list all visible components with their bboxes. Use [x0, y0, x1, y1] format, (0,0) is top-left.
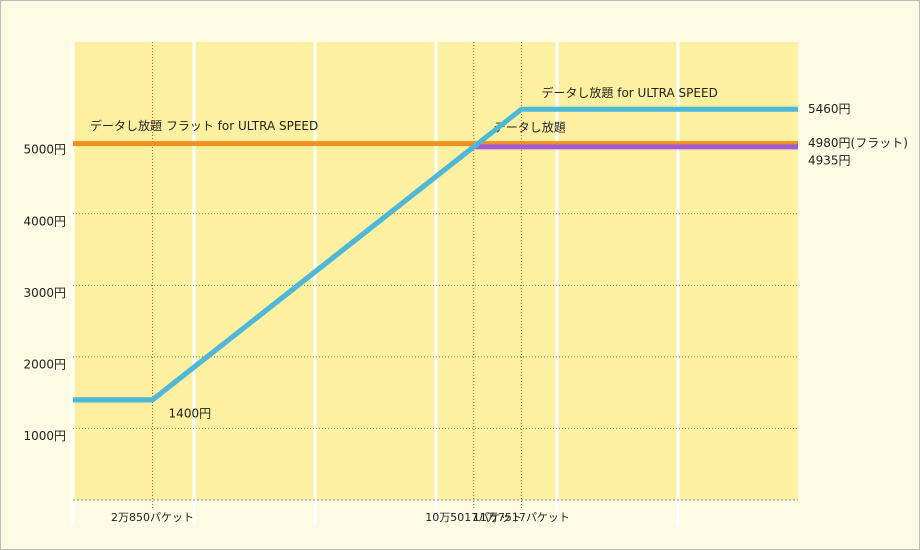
x-tick-label: 11万7517パケット	[473, 511, 570, 524]
x-tick-label: 2万850パケット	[111, 511, 194, 524]
series-line	[73, 106, 798, 403]
y-tick-label: 3000円	[23, 286, 66, 300]
series-name: データし放題 for ULTRA SPEED	[541, 85, 717, 100]
x-tick-label: 10万5017パケット	[425, 511, 522, 524]
series-name: データし放題 フラット for ULTRA SPEED	[90, 118, 318, 133]
y-tick-label: 2000円	[23, 357, 66, 371]
value-label: 1400円	[169, 406, 212, 420]
y-tick-label: 1000円	[23, 429, 66, 443]
value-label: 4935円	[808, 153, 851, 167]
stripes	[71, 42, 680, 525]
value-label: 4980円(フラット)	[808, 136, 908, 150]
y-tick-label: 4000円	[23, 214, 66, 228]
y-tick-label: 5000円	[23, 143, 66, 157]
series-name: データし放題	[494, 119, 566, 134]
value-label: 5460円	[808, 102, 851, 116]
